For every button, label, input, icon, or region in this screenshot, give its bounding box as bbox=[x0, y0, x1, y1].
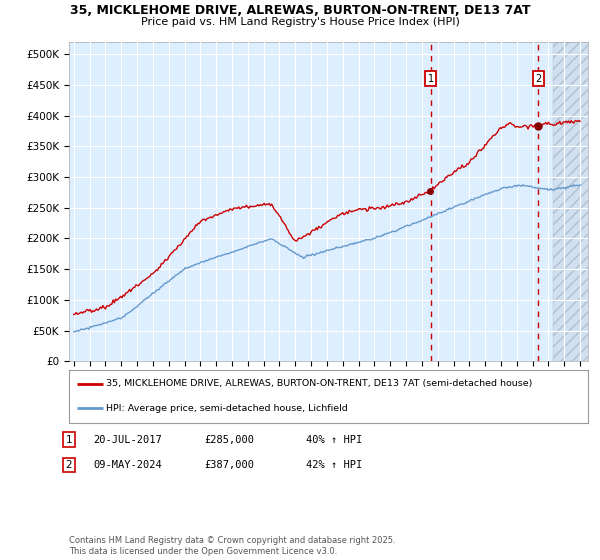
Text: 2: 2 bbox=[65, 460, 73, 470]
Text: Price paid vs. HM Land Registry's House Price Index (HPI): Price paid vs. HM Land Registry's House … bbox=[140, 17, 460, 27]
Text: Contains HM Land Registry data © Crown copyright and database right 2025.
This d: Contains HM Land Registry data © Crown c… bbox=[69, 536, 395, 556]
Text: 40% ↑ HPI: 40% ↑ HPI bbox=[306, 435, 362, 445]
Text: 20-JUL-2017: 20-JUL-2017 bbox=[93, 435, 162, 445]
Bar bbox=[553, 42, 593, 361]
Text: 2: 2 bbox=[535, 74, 541, 84]
Text: 1: 1 bbox=[65, 435, 73, 445]
Text: £387,000: £387,000 bbox=[204, 460, 254, 470]
Text: £285,000: £285,000 bbox=[204, 435, 254, 445]
Text: 09-MAY-2024: 09-MAY-2024 bbox=[93, 460, 162, 470]
Text: 42% ↑ HPI: 42% ↑ HPI bbox=[306, 460, 362, 470]
Text: 1: 1 bbox=[427, 74, 434, 84]
Text: 35, MICKLEHOME DRIVE, ALREWAS, BURTON-ON-TRENT, DE13 7AT (semi-detached house): 35, MICKLEHOME DRIVE, ALREWAS, BURTON-ON… bbox=[106, 380, 533, 389]
Text: 35, MICKLEHOME DRIVE, ALREWAS, BURTON-ON-TRENT, DE13 7AT: 35, MICKLEHOME DRIVE, ALREWAS, BURTON-ON… bbox=[70, 4, 530, 17]
Text: HPI: Average price, semi-detached house, Lichfield: HPI: Average price, semi-detached house,… bbox=[106, 404, 348, 413]
